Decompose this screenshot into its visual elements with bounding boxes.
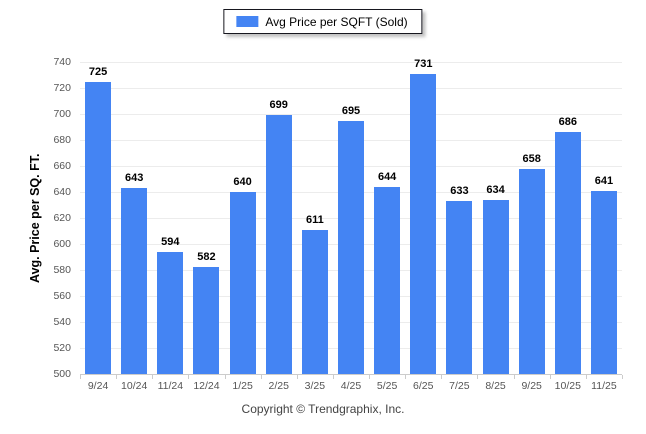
- bar-value-label: 643: [125, 172, 144, 185]
- bar-value-label: 695: [341, 104, 361, 117]
- gridline: [80, 88, 622, 89]
- bar: [482, 199, 509, 374]
- bar: [301, 229, 328, 374]
- bar: [554, 132, 581, 374]
- x-tick-mark: [224, 375, 226, 379]
- bar: [229, 192, 256, 374]
- bar: [410, 73, 437, 374]
- bar: [193, 267, 220, 374]
- x-tick-label: 2/25: [268, 380, 289, 392]
- x-tick-label: 5/25: [376, 380, 398, 392]
- y-tick-label: 620: [53, 212, 71, 224]
- y-tick-label: 580: [53, 264, 71, 276]
- x-tick-mark: [477, 375, 479, 379]
- y-tick-label: 680: [53, 134, 71, 146]
- plot-area: 500 520 540 560 580 600 620 640 660 680 700 720 740 7…: [53, 56, 623, 392]
- legend: Avg Price per SQFT (Sold): [223, 9, 423, 34]
- x-tick-label: 8/25: [485, 380, 506, 392]
- x-tick-mark: [80, 375, 81, 379]
- x-tick-mark: [260, 375, 262, 379]
- x-tick-mark: [441, 375, 443, 379]
- y-tick-label: 500: [53, 368, 71, 380]
- x-tick-mark: [116, 375, 118, 379]
- bar: [265, 115, 292, 374]
- bar-value-label: 594: [161, 235, 180, 248]
- x-axis-line: [80, 374, 622, 375]
- x-tick-label: 7/25: [449, 380, 470, 392]
- y-tick-label: 560: [53, 290, 71, 302]
- y-tick-label: 520: [53, 342, 71, 354]
- bar-value-label: 611: [305, 213, 324, 226]
- x-tick-label: 1/25: [232, 380, 253, 392]
- bar: [157, 251, 184, 374]
- x-tick-label: 4/25: [340, 380, 362, 392]
- gridline: [80, 62, 622, 63]
- x-tick-mark: [296, 375, 298, 379]
- x-tick-mark: [405, 375, 407, 379]
- y-axis-title: Avg. Price per SQ. FT.: [28, 153, 42, 283]
- bar: [85, 81, 112, 374]
- bar-value-label: 686: [558, 116, 577, 129]
- y-tick-label: 540: [53, 316, 71, 328]
- bar-value-label: 731: [414, 57, 433, 70]
- y-tick-label: 740: [53, 56, 71, 68]
- x-tick-mark: [188, 375, 190, 379]
- x-tick-label: 11/24: [157, 380, 184, 392]
- bar-value-label: 658: [522, 152, 541, 165]
- y-tick-label: 660: [53, 160, 71, 172]
- x-tick-label: 9/24: [87, 380, 109, 392]
- x-tick-mark: [585, 375, 587, 379]
- bar: [121, 188, 148, 374]
- y-tick-label: 720: [53, 82, 71, 94]
- legend-swatch-icon: [236, 16, 259, 27]
- bar-value-label: 699: [269, 99, 288, 112]
- bar: [374, 186, 401, 374]
- bar-value-label: 634: [486, 183, 505, 196]
- x-tick-label: 6/25: [413, 380, 434, 392]
- x-tick-mark: [549, 375, 551, 379]
- bar: [446, 201, 473, 374]
- y-tick-label: 600: [53, 238, 71, 250]
- x-tick-mark: [332, 375, 334, 379]
- copyright-text: Copyright © Trendgraphix, Inc.: [241, 402, 405, 416]
- x-tick-label: 10/25: [554, 380, 581, 392]
- x-tick-mark: [152, 375, 154, 379]
- x-tick-mark: [622, 375, 623, 379]
- x-tick-mark: [369, 375, 371, 379]
- gridline: [80, 114, 622, 115]
- x-tick-label: 3/25: [304, 380, 326, 392]
- bar-value-label: 633: [450, 185, 469, 198]
- bar-value-label: 725: [88, 65, 108, 78]
- x-tick-mark: [513, 375, 515, 379]
- y-tick-label: 700: [53, 108, 71, 120]
- bar: [590, 190, 617, 374]
- bar: [338, 120, 364, 374]
- x-tick-label: 10/24: [121, 380, 148, 392]
- bar-value-label: 640: [233, 176, 252, 188]
- bar: [518, 168, 545, 374]
- y-tick-label: 640: [53, 186, 71, 198]
- bar-value-label: 582: [197, 251, 216, 264]
- x-tick-label: 9/25: [521, 380, 542, 392]
- bar-value-label: 641: [594, 174, 614, 187]
- x-tick-label: 11/25: [591, 380, 617, 392]
- x-tick-label: 12/24: [193, 380, 220, 392]
- bar-value-label: 644: [377, 170, 397, 183]
- legend-label: Avg Price per SQFT (Sold): [265, 14, 408, 29]
